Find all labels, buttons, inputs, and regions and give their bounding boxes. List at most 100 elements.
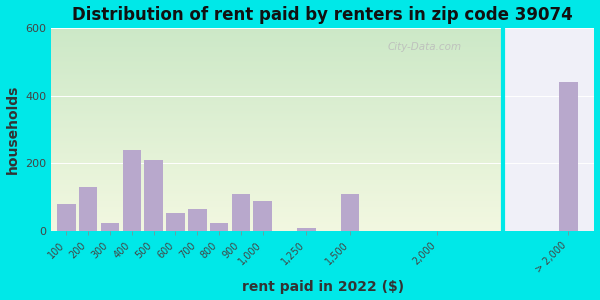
Bar xyxy=(51,125,595,127)
Bar xyxy=(51,193,595,194)
Bar xyxy=(51,167,595,168)
Bar xyxy=(51,199,595,200)
Bar xyxy=(51,165,595,166)
Bar xyxy=(51,182,595,183)
Bar xyxy=(51,99,595,100)
Bar xyxy=(51,122,595,124)
Bar xyxy=(51,227,595,228)
Bar xyxy=(51,200,595,201)
Bar xyxy=(51,119,595,120)
Bar xyxy=(51,74,595,75)
Bar xyxy=(79,187,97,231)
Bar xyxy=(51,206,595,207)
Bar xyxy=(51,208,595,209)
Bar xyxy=(51,76,595,77)
Bar xyxy=(51,174,595,175)
Bar xyxy=(51,128,595,130)
Bar xyxy=(51,72,595,73)
Bar xyxy=(51,96,595,97)
Bar xyxy=(51,171,595,172)
Bar xyxy=(51,145,595,146)
Bar xyxy=(51,33,595,34)
Bar xyxy=(51,142,595,143)
Bar xyxy=(51,212,595,213)
Bar xyxy=(51,159,595,160)
Bar xyxy=(51,140,595,141)
Bar xyxy=(297,228,316,231)
Bar xyxy=(51,75,595,76)
Bar xyxy=(51,102,595,103)
Bar xyxy=(51,132,595,133)
Bar xyxy=(51,87,595,88)
Bar xyxy=(51,50,595,51)
Bar xyxy=(51,185,595,187)
Bar xyxy=(51,35,595,36)
Bar xyxy=(51,164,595,165)
Bar xyxy=(51,172,595,173)
Bar xyxy=(51,154,595,155)
Bar xyxy=(51,166,595,167)
Bar xyxy=(51,118,595,119)
Bar xyxy=(232,194,250,231)
Bar xyxy=(51,46,595,47)
Bar xyxy=(51,194,595,195)
Bar xyxy=(51,105,595,106)
Bar xyxy=(51,124,595,125)
Bar xyxy=(51,64,595,65)
Bar xyxy=(51,83,595,84)
Bar xyxy=(51,148,595,149)
Bar xyxy=(145,160,163,231)
Bar xyxy=(51,28,595,29)
Bar xyxy=(51,90,595,91)
Bar xyxy=(51,133,595,134)
Bar xyxy=(51,156,595,157)
Bar xyxy=(51,201,595,202)
Bar xyxy=(51,92,595,93)
Bar xyxy=(51,184,595,185)
Bar xyxy=(51,196,595,198)
Bar xyxy=(51,78,595,79)
Bar xyxy=(51,221,595,222)
Bar xyxy=(51,137,595,138)
Bar xyxy=(51,138,595,139)
Bar xyxy=(51,229,595,230)
Bar xyxy=(51,103,595,104)
Bar xyxy=(51,153,595,154)
Bar xyxy=(51,43,595,44)
Bar xyxy=(51,187,595,188)
Bar xyxy=(51,230,595,231)
Bar xyxy=(51,209,595,210)
Bar xyxy=(51,34,595,35)
Bar xyxy=(51,58,595,59)
Bar xyxy=(51,190,595,192)
Bar xyxy=(51,169,595,170)
Bar xyxy=(51,116,595,117)
Bar xyxy=(57,204,76,231)
Bar xyxy=(51,141,595,142)
Bar xyxy=(51,192,595,193)
Bar xyxy=(51,160,595,161)
Bar xyxy=(51,202,595,203)
Bar xyxy=(51,104,595,105)
Bar xyxy=(51,54,595,55)
Bar xyxy=(51,108,595,109)
Bar xyxy=(51,177,595,178)
Bar xyxy=(51,179,595,180)
Bar xyxy=(51,163,595,164)
Bar xyxy=(51,67,595,68)
Bar xyxy=(51,223,595,224)
Bar xyxy=(559,82,578,231)
Bar xyxy=(559,82,578,231)
Bar xyxy=(51,48,595,49)
Bar xyxy=(51,91,595,92)
Bar xyxy=(51,113,595,114)
Bar xyxy=(51,106,595,107)
Bar xyxy=(51,115,595,116)
Bar xyxy=(51,36,595,37)
Bar xyxy=(51,41,595,42)
Bar xyxy=(51,84,595,85)
Bar xyxy=(51,60,595,62)
Bar xyxy=(51,147,595,148)
Bar xyxy=(51,32,595,33)
Bar xyxy=(51,65,595,67)
